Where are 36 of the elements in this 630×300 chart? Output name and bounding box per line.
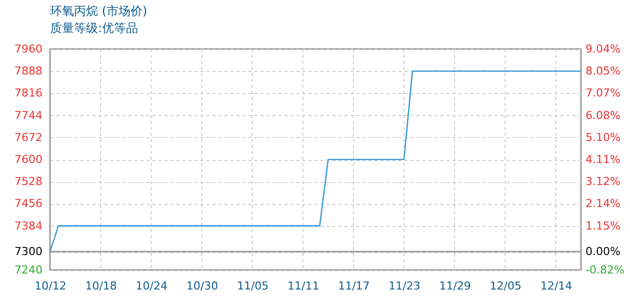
y2-tick-label: 1.15%: [586, 219, 620, 232]
line-series: [49, 70, 582, 252]
y2-tick-label: 8.05%: [586, 64, 620, 78]
y-tick-label: 7960: [14, 42, 42, 56]
x-tick-label: 11/29: [439, 280, 471, 292]
chart-subtitle: 质量等级:优等品: [50, 21, 138, 35]
x-tick-label: 12/14: [540, 280, 572, 292]
y-tick-label: 7528: [14, 175, 42, 188]
y2-tick-label: 4.11%: [586, 153, 620, 166]
x-tick-label: 11/17: [338, 280, 370, 292]
y2-tick-label: 2.14%: [586, 197, 620, 210]
y2-tick-label: 5.10%: [586, 130, 620, 144]
y2-tick-label: 3.12%: [586, 175, 620, 188]
x-tick-label: 10/24: [136, 280, 168, 292]
y-tick-label: 7816: [14, 86, 42, 100]
chart-title: 环氧丙烷 (市场价): [50, 4, 148, 18]
y-tick-label: 7600: [14, 153, 42, 166]
y-tick-label: 7240: [14, 264, 42, 276]
y2-tick-label: 6.08%: [586, 108, 620, 122]
x-tick-label: 10/30: [186, 280, 218, 292]
y2-tick-label: 0.00%: [586, 245, 620, 258]
y2-tick-label: 7.07%: [586, 86, 620, 100]
y-tick-label: 7300: [14, 245, 42, 258]
y-tick-label: 7384: [14, 219, 42, 232]
y2-tick-label: 9.04%: [586, 42, 620, 56]
x-tick-label: 11/11: [288, 280, 320, 292]
x-tick-label: 11/23: [388, 280, 420, 292]
x-tick-label: 10/18: [85, 280, 117, 292]
y-tick-label: 7672: [14, 130, 42, 144]
y-tick-label: 7456: [14, 197, 42, 210]
x-tick-label: 11/05: [236, 280, 269, 292]
y2-tick-label: -0.82%: [586, 264, 624, 276]
x-tick-label: 12/05: [490, 280, 522, 292]
y-tick-label: 7888: [14, 64, 42, 78]
x-tick-label: 10/12: [34, 280, 66, 292]
y-tick-label: 7744: [14, 108, 42, 122]
